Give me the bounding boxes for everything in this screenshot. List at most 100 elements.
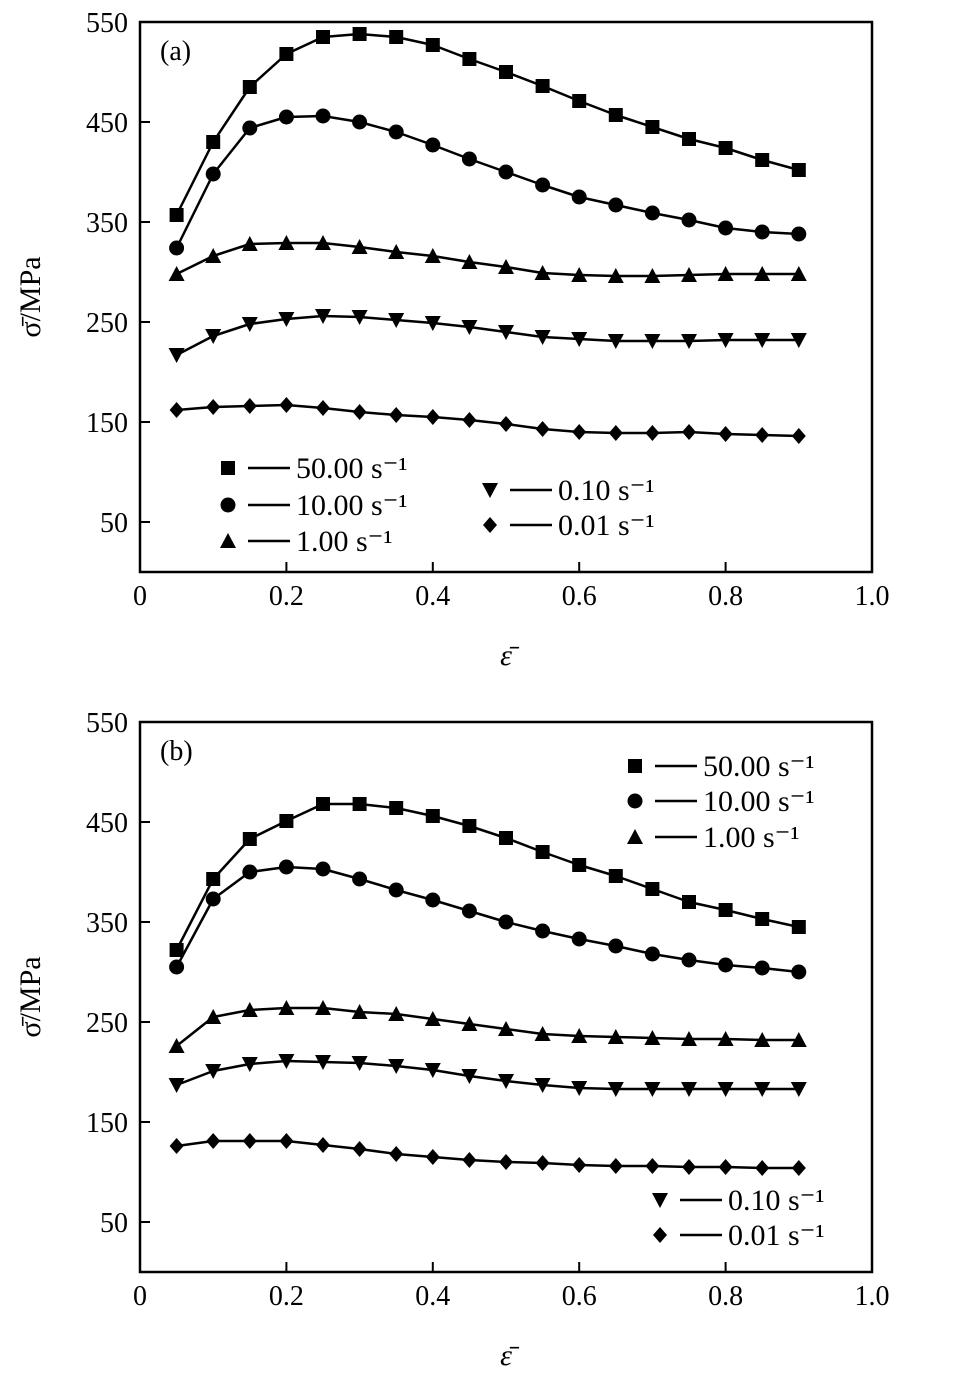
plot-frame [138, 720, 874, 1274]
x-tick-label: 0.6 [562, 1281, 597, 1312]
data-point [351, 239, 368, 254]
y-tick-label: 450 [86, 808, 128, 839]
legend-entry: 10.00 s⁻¹ [220, 489, 408, 522]
data-point [498, 259, 514, 274]
x-tick-label: 1.0 [855, 581, 890, 612]
data-point [241, 317, 258, 332]
x-tick-label: 0.6 [562, 581, 597, 612]
data-point [535, 421, 550, 437]
legend-entry: 0.10 s⁻¹ [482, 474, 655, 507]
data-point [681, 1082, 697, 1097]
data-point [791, 428, 806, 444]
data-point [571, 1028, 588, 1043]
y-tick-label: 250 [86, 1008, 128, 1039]
x-tick-label: 0.4 [415, 581, 450, 612]
data-point [571, 931, 587, 947]
y-tick-label: 550 [86, 8, 128, 39]
legend-marker [653, 1227, 667, 1243]
data-point [205, 1064, 222, 1079]
data-point [278, 1000, 295, 1015]
data-point [351, 1056, 368, 1071]
data-point [168, 266, 185, 281]
data-point [571, 189, 587, 205]
data-point [278, 235, 295, 250]
data-point [790, 1082, 807, 1097]
data-point [718, 426, 733, 442]
y-tick-label: 350 [86, 208, 128, 239]
series-1 [169, 108, 807, 256]
data-point [278, 859, 294, 875]
data-point [607, 268, 624, 283]
series-0 [169, 27, 806, 222]
y-tick-label: 550 [86, 708, 128, 739]
data-point [205, 1009, 222, 1024]
data-point [279, 814, 294, 828]
data-point [169, 402, 184, 418]
series-3 [168, 1054, 807, 1097]
chart-panel-a: 50 150 250 350 450 550 0 0.2 0.4 0.6 0.8 1.0 ε̄ σ̄/MP… [14, 8, 890, 672]
y-axis-label: σ̄/MPa [14, 256, 47, 337]
data-point [242, 864, 258, 880]
data-point [498, 914, 514, 930]
data-point [607, 334, 624, 349]
data-point [241, 1057, 258, 1072]
data-point [316, 400, 330, 416]
legend-entry: 0.01 s⁻¹ [653, 1219, 825, 1252]
data-point [534, 1026, 551, 1041]
data-point [315, 1055, 331, 1070]
series-2 [168, 1000, 807, 1053]
series-3 [168, 309, 807, 363]
data-point [241, 236, 258, 251]
data-point [499, 65, 513, 79]
data-point [717, 1082, 734, 1097]
legend-marker [220, 497, 236, 513]
series-line [176, 241, 799, 278]
data-point [169, 943, 184, 957]
legend-marker [482, 483, 498, 498]
data-point [608, 1158, 623, 1174]
data-point [169, 1138, 184, 1154]
legend-marker [220, 533, 236, 548]
data-point [608, 938, 624, 954]
data-point [278, 1054, 295, 1069]
data-point [352, 1141, 367, 1157]
legend-entry: 0.10 s⁻¹ [652, 1184, 825, 1217]
series-line [176, 1059, 799, 1091]
data-point [644, 1030, 661, 1045]
data-point [315, 235, 331, 250]
series-line [176, 1139, 799, 1170]
data-point [572, 858, 587, 872]
y-tick-label: 50 [100, 508, 128, 539]
data-point [791, 163, 806, 177]
data-point [389, 1146, 404, 1162]
data-point [607, 1029, 624, 1044]
data-point [352, 871, 368, 887]
legend-marker [483, 517, 497, 533]
data-point [644, 268, 661, 283]
data-point [608, 197, 624, 213]
data-point [718, 1159, 733, 1175]
data-point [169, 240, 185, 256]
data-point [608, 425, 623, 441]
data-point [645, 882, 660, 896]
legend-label: 1.00 s⁻¹ [703, 821, 800, 854]
x-tick-label: 0 [133, 1281, 147, 1312]
data-point [571, 1081, 588, 1096]
data-point [205, 891, 221, 907]
y-tick-label: 50 [100, 1208, 128, 1239]
series-0 [169, 797, 806, 957]
data-point [315, 108, 331, 124]
data-point [351, 1004, 368, 1019]
data-point [242, 1133, 257, 1149]
data-point [168, 1038, 185, 1053]
data-point [352, 114, 368, 130]
data-point [388, 1006, 405, 1021]
legend-marker [627, 793, 643, 809]
x-tick-label: 0.4 [415, 1281, 450, 1312]
y-axis-label: σ̄/MPa [14, 956, 47, 1037]
legend-label: 0.01 s⁻¹ [728, 1219, 825, 1252]
legend-entry: 1.00 s⁻¹ [220, 525, 393, 558]
data-point [791, 226, 807, 242]
data-point [462, 819, 477, 833]
data-point [278, 312, 295, 327]
